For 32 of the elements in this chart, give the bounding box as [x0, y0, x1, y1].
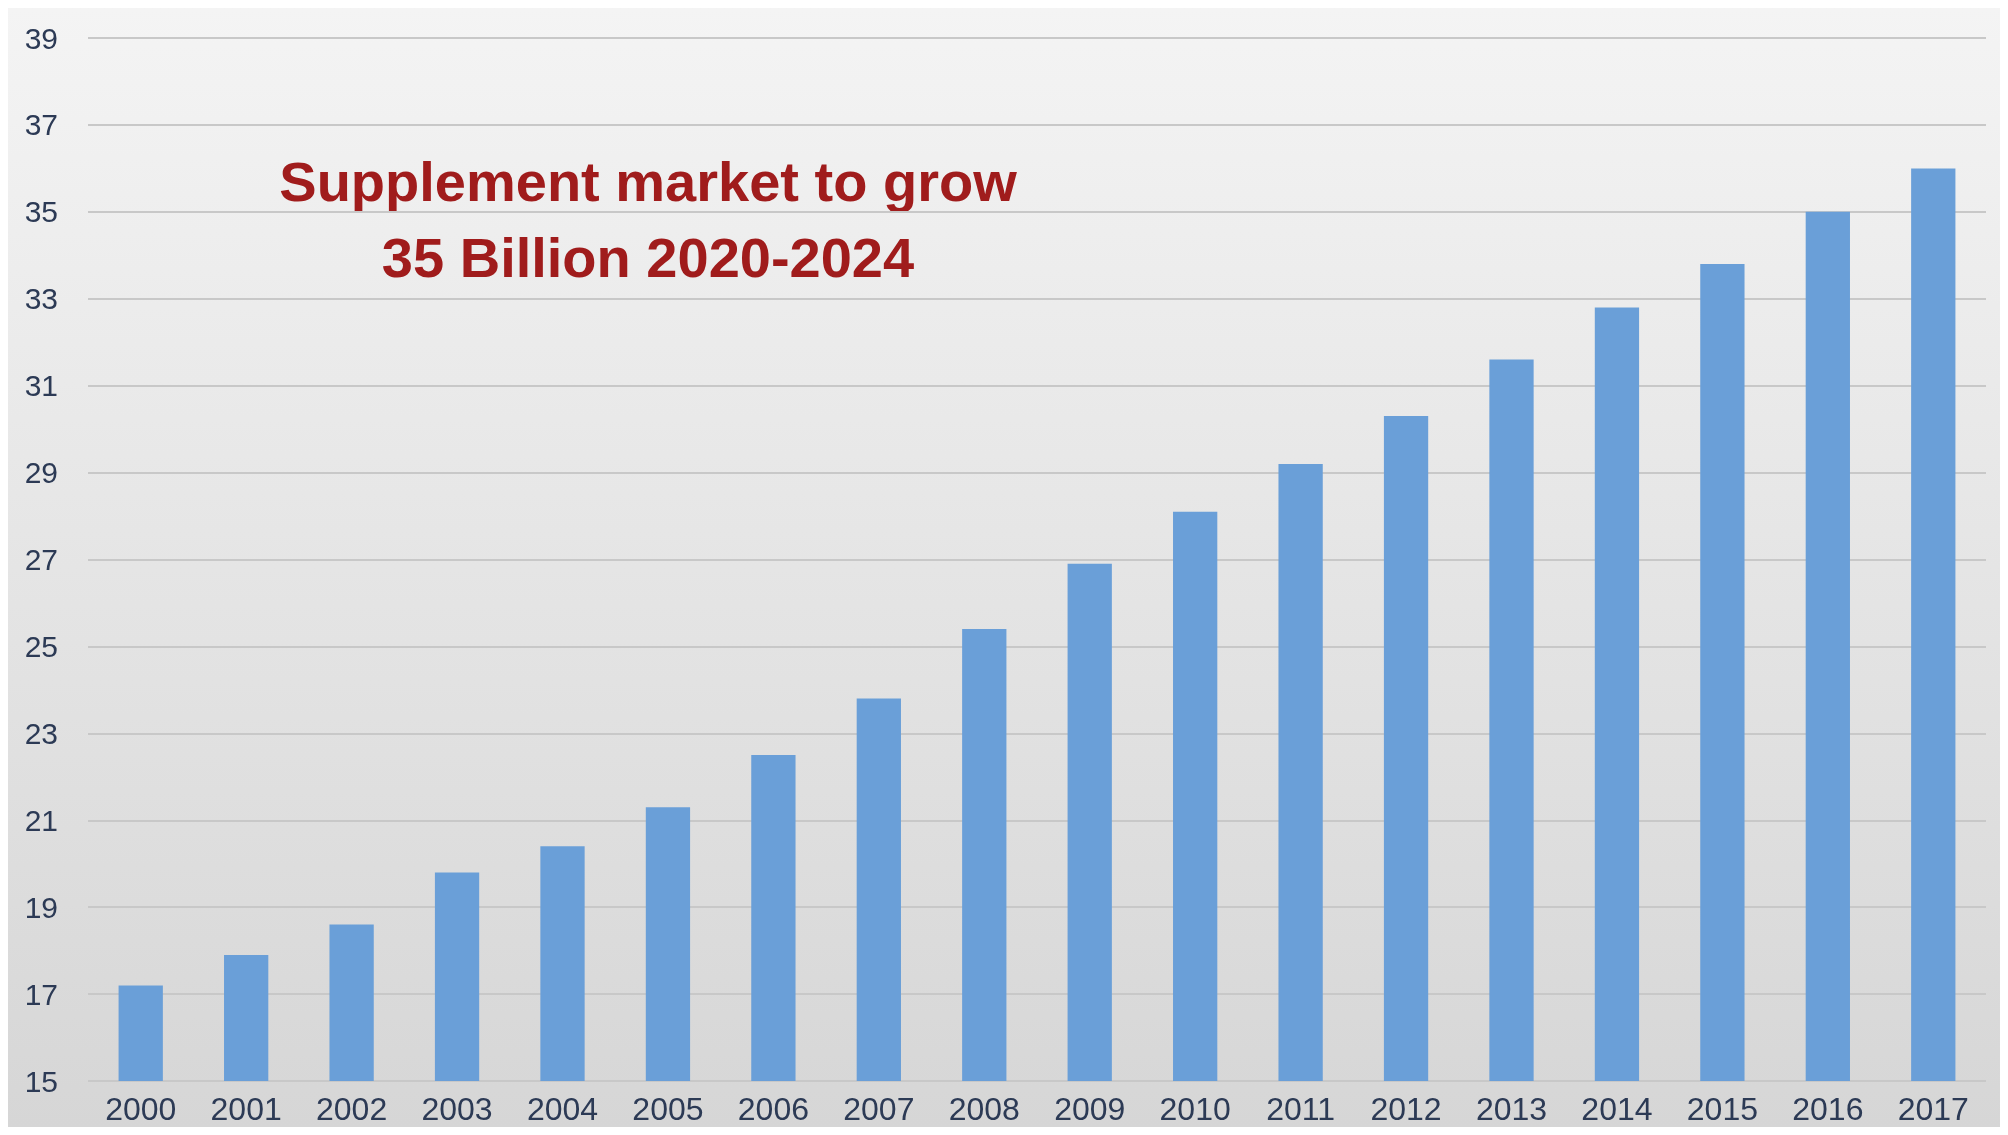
- x-tick-label: 2008: [948, 1091, 1020, 1127]
- y-tick-label: 17: [24, 977, 58, 1011]
- y-tick-label: 31: [24, 369, 58, 403]
- x-tick-label: 2013: [1475, 1091, 1548, 1127]
- x-tick-label: 2004: [526, 1091, 599, 1127]
- x-tick-label: 2003: [421, 1091, 493, 1127]
- x-tick-label: 2012: [1370, 1091, 1442, 1127]
- x-tick-label: 2009: [1054, 1091, 1126, 1127]
- x-tick-label: 2002: [316, 1091, 388, 1127]
- y-tick-label: 37: [24, 108, 58, 142]
- x-tick-label: 2015: [1686, 1091, 1758, 1127]
- x-tick-label: 2010: [1159, 1091, 1231, 1127]
- x-tick-label: 2005: [632, 1091, 704, 1127]
- x-tick-label: 2001: [210, 1091, 282, 1127]
- x-tick-label: 2000: [105, 1091, 177, 1127]
- y-tick-label: 33: [24, 282, 58, 316]
- y-tick-label: 15: [24, 1064, 58, 1098]
- y-tick-label: 29: [24, 456, 58, 490]
- y-tick-label: 19: [24, 890, 58, 924]
- x-tick-label: 2006: [737, 1091, 809, 1127]
- x-tick-label: 2014: [1581, 1091, 1653, 1127]
- y-tick-label: 21: [24, 803, 58, 837]
- x-tick-label: 2016: [1792, 1091, 1864, 1127]
- text: Supplement market to grow 35 Billion 2020-2024: [279, 149, 1018, 289]
- y-tick-label: 23: [24, 716, 58, 750]
- x-tick-label: 2017: [1897, 1091, 1969, 1127]
- x-tick-label: 2007: [843, 1091, 915, 1127]
- y-tick-label: 39: [24, 21, 58, 55]
- y-tick-label: 27: [24, 543, 58, 576]
- y-tick-label: 25: [24, 629, 58, 663]
- y-tick-label: 35: [24, 195, 58, 229]
- x-tick-label: 2011: [1266, 1091, 1336, 1127]
